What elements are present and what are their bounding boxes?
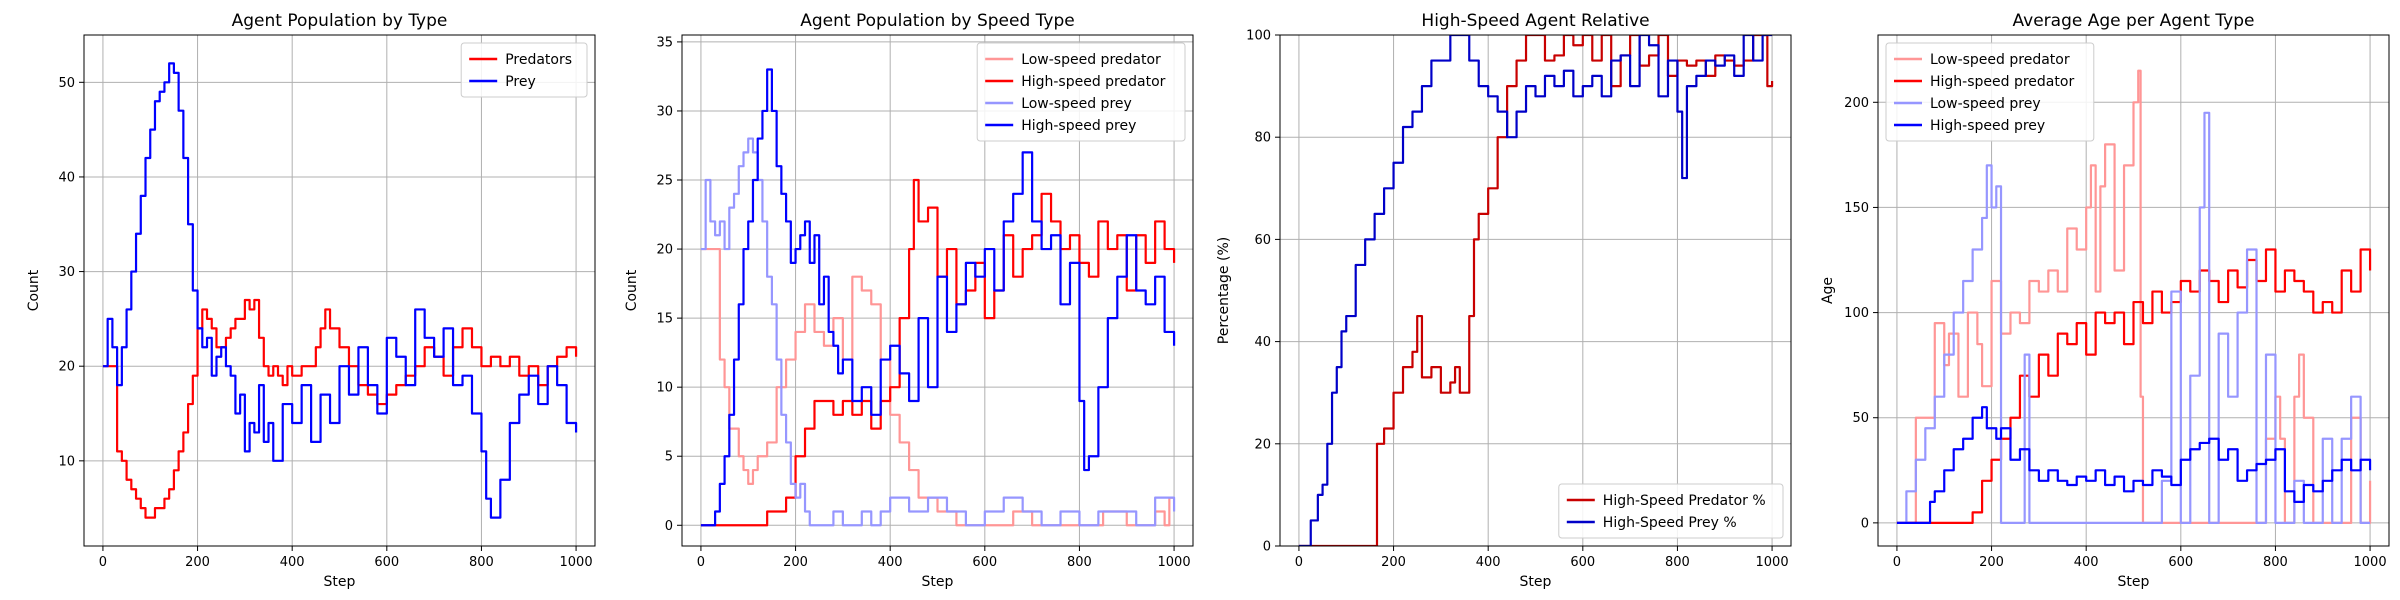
x-tick-label: 600 [374,555,399,570]
chart-title: High-Speed Agent Relative [1421,11,1649,31]
y-tick-label: 10 [656,381,673,396]
legend-entry-prey: Prey [505,74,536,90]
x-tick-label: 400 [2074,555,2099,570]
legend-entry-high-speed-prey: High-speed prey [1930,118,2045,134]
chart-panel-3: 0 200 400 600 800 1000 0 20 40 60 80 100 High-Speed … [1216,11,1792,590]
chart-panel-2: 0 200 400 600 800 1000 0 5 10 15 20 25 30 35 Agent Pop… [624,11,1194,590]
y-tick-label: 0 [1263,540,1271,555]
series-line-high-speed-prey [1298,35,1773,546]
y-tick-label: 150 [1844,201,1869,216]
x-tick-label: 800 [2263,555,2288,570]
legend: Low-speed predator High-speed predator Low… [1885,42,2095,142]
legend-entry-high-speed-predator: High-speed predator [1021,74,1165,90]
x-tick-label: 400 [878,555,903,570]
y-tick-label: 40 [1254,335,1271,350]
series-line-prey [102,62,578,519]
x-tick-label: 200 [783,555,808,570]
legend-box [460,42,588,98]
legend-entry-high-speed-prey: High-speed prey [1021,118,1136,134]
legend: High-Speed Predator % High-Speed Prey % [1558,483,1784,539]
series-line-high-speed-prey [700,68,1176,527]
y-tick-label: 15 [656,312,673,327]
legend-entry-low-speed-prey: Low-speed prey [1930,96,2041,112]
y-axis-label: Count [624,269,640,311]
series-line-low-speed-prey [1896,111,2371,524]
axes-frame [83,34,596,547]
axes-frame [1877,34,2390,547]
x-tick-label: 0 [99,555,107,570]
legend-entry-low-speed-predator: Low-speed predator [1930,52,2070,68]
axes-frame [681,34,1194,547]
x-tick-label: 200 [185,555,210,570]
y-tick-label: 25 [656,174,673,189]
chart-title: Agent Population by Type [232,11,448,31]
x-tick-label: 400 [1476,555,1501,570]
x-tick-label: 0 [1893,555,1901,570]
legend: Low-speed predator High-speed predator Low… [976,42,1186,142]
x-tick-label: 1000 [2354,555,2387,570]
axes-frame [1279,34,1792,547]
y-tick-label: 35 [656,35,673,50]
x-tick-label: 1000 [1158,555,1191,570]
y-tick-label: 10 [58,454,75,469]
chart-panel-4: 0 200 400 600 800 1000 0 50 100 150 200 Average Age… [1820,11,2390,590]
x-tick-label: 600 [972,555,997,570]
chart-title: Agent Population by Speed Type [800,11,1074,31]
y-tick-label: 80 [1254,131,1271,146]
legend-entry-high-speed-prey: High-Speed Prey % [1603,515,1737,531]
y-axis-label: Age [1820,277,1836,304]
y-tick-label: 50 [1852,411,1869,426]
series-line-high-speed-prey [1896,406,2372,524]
legend: Predators Prey [460,42,588,98]
y-tick-label: 20 [656,243,673,258]
legend-entry-low-speed-prey: Low-speed prey [1021,96,1132,112]
y-tick-label: 50 [58,76,75,91]
y-tick-label: 40 [58,170,75,185]
x-tick-label: 1000 [560,555,593,570]
y-tick-label: 100 [1246,29,1271,44]
y-axis-label: Count [26,269,42,311]
legend-box [1885,42,2095,142]
legend-entry-high-speed-predator: High-speed predator [1930,74,2074,90]
x-tick-label: 800 [1067,555,1092,570]
chart-title: Average Age per Agent Type [2013,11,2255,31]
series-line-low-speed-predator [700,247,1175,527]
series-line-high-speed-predator [1298,35,1774,546]
legend-box [1558,483,1784,539]
y-tick-label: 30 [656,104,673,119]
y-tick-label: 60 [1254,233,1271,248]
y-tick-label: 100 [1844,306,1869,321]
y-tick-label: 20 [58,360,75,375]
series-line-low-speed-prey [700,137,1176,527]
y-tick-label: 20 [1254,437,1271,452]
chart-panel-1: 0 200 400 600 800 1000 10 20 30 40 50 Agent Populat… [26,11,596,590]
series-line-predators [102,298,578,519]
y-tick-label: 30 [58,265,75,280]
y-axis-label: Percentage (%) [1216,237,1232,344]
x-tick-label: 400 [280,555,305,570]
x-axis-label: Step [324,574,356,590]
x-tick-label: 800 [1665,555,1690,570]
x-axis-label: Step [922,574,954,590]
y-tick-label: 200 [1844,96,1869,111]
x-tick-label: 1000 [1756,555,1789,570]
x-tick-label: 0 [697,555,705,570]
x-tick-label: 200 [1979,555,2004,570]
y-tick-label: 0 [665,519,673,534]
y-tick-label: 0 [1861,516,1869,531]
x-tick-label: 0 [1295,555,1303,570]
legend-entry-predators: Predators [505,52,572,68]
legend-entry-low-speed-predator: Low-speed predator [1021,52,1161,68]
x-tick-label: 600 [2168,555,2193,570]
x-axis-label: Step [1520,574,1552,590]
y-tick-label: 5 [665,450,673,465]
legend-entry-high-speed-predator: High-Speed Predator % [1603,493,1766,509]
x-axis-label: Step [2118,574,2150,590]
x-tick-label: 200 [1381,555,1406,570]
legend-box [976,42,1186,142]
x-tick-label: 800 [469,555,494,570]
x-tick-label: 600 [1570,555,1595,570]
